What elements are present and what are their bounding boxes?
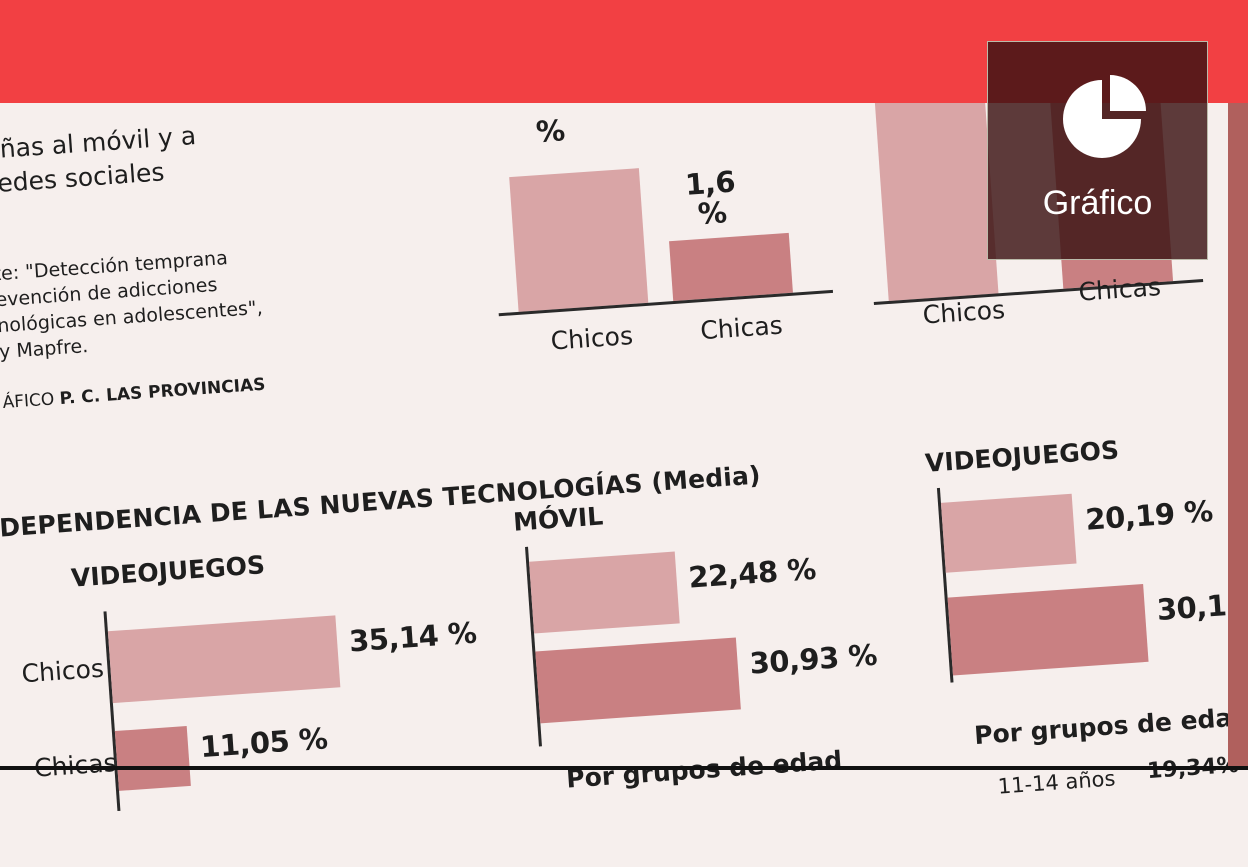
- age-groups-heading: Por grupos de edad: [973, 701, 1248, 751]
- pie-chart-icon: [1063, 75, 1146, 158]
- value-label: 30,93 %: [748, 637, 878, 681]
- bottom-edge: [0, 766, 1248, 770]
- intro-line-2: edes sociales: [0, 157, 166, 198]
- source-line: y Mapfre.: [0, 334, 89, 364]
- chart-title: DEPENDENCIA DE LAS NUEVAS TECNOLOGÍAS (M…: [0, 460, 762, 543]
- bar-chicos: [107, 615, 341, 704]
- value-label-chicas-number: 1,6: [683, 164, 737, 202]
- value-label: 20,19 %: [1084, 493, 1214, 537]
- credit-name: P. C. LAS PROVINCIAS: [58, 374, 267, 410]
- category-label: Chicos: [549, 320, 634, 356]
- value-label-chicos: %: [534, 113, 566, 150]
- bar-chicas: [947, 583, 1149, 676]
- value-label-chicas-unit: %: [696, 195, 728, 232]
- age-group-label: 11-14 años: [997, 766, 1117, 799]
- bar-chicos: [529, 551, 680, 634]
- credit-prefix: ÁFICO: [2, 389, 55, 414]
- page-edge: [1228, 100, 1248, 770]
- bar-chicas: [114, 726, 191, 791]
- value-label: 35,14 %: [347, 615, 478, 659]
- bar-chicas: [535, 637, 741, 724]
- credit: ÁFICO P. C. LAS PROVINCIAS: [2, 375, 266, 413]
- chart-subtitle: VIDEOJUEGOS: [924, 435, 1120, 478]
- bar-chicos: [509, 168, 649, 312]
- chart-badge[interactable]: Gráfico: [987, 41, 1208, 260]
- chart-subtitle: MÓVIL: [512, 501, 605, 537]
- category-label: Chicas: [1077, 272, 1162, 307]
- bar-chicas: [669, 232, 793, 302]
- value-label-chicas: 1,6 %: [683, 164, 738, 232]
- chart-subtitle: VIDEOJUEGOS: [70, 550, 266, 593]
- intro-line-1: niñas al móvil y a: [0, 120, 198, 166]
- category-label: Chicas: [699, 310, 784, 346]
- value-label: 22,48 %: [687, 551, 817, 595]
- badge-label: Gráfico: [1042, 184, 1153, 222]
- category-label: Chicos: [921, 294, 1006, 330]
- bar-chicos: [940, 493, 1077, 573]
- category-label: Chicos: [20, 653, 105, 689]
- value-label: 11,05 %: [199, 721, 329, 765]
